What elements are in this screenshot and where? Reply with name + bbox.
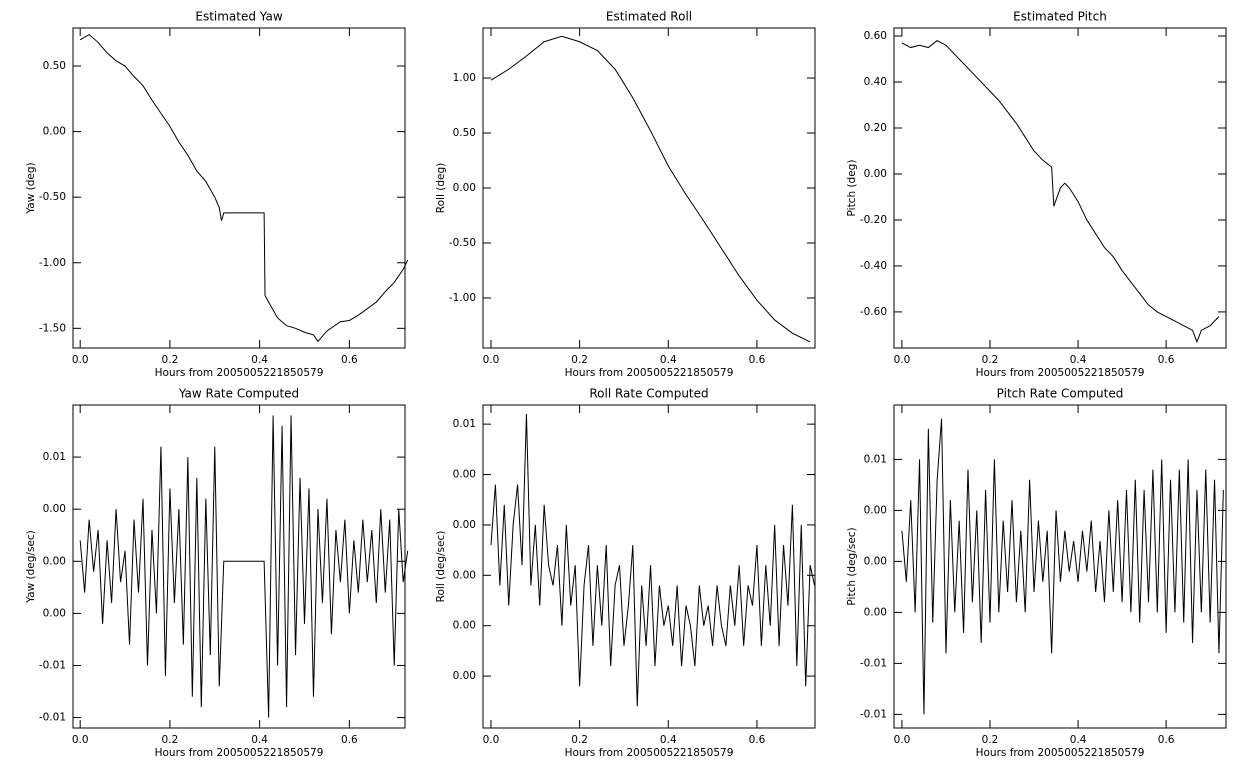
y-tick-label: -1.50 [39,322,66,334]
y-tick-label: -0.01 [39,659,66,671]
y-axis-label: Yaw (deg/sec) [25,530,37,604]
x-axis-label: Hours from 2005005221850579 [155,367,324,379]
x-tick-label: 0.0 [72,734,89,746]
y-tick-label: 0.50 [43,60,66,72]
y-axis-label: Yaw (deg) [25,162,37,214]
y-tick-label: -0.01 [860,708,887,720]
y-tick-label: 0.00 [453,569,476,581]
y-tick-label: 0.00 [43,607,66,619]
x-tick-label: 0.6 [341,734,358,746]
y-tick-label: 0.00 [453,182,476,194]
y-tick-label: -0.20 [860,214,887,226]
x-tick-label: 0.2 [571,354,588,366]
chart-title: Estimated Roll [606,10,692,24]
x-tick-label: 0.2 [982,734,999,746]
y-tick-label: 0.50 [453,127,476,139]
x-axis-label: Hours from 2005005221850579 [976,747,1145,759]
y-axis-label: Roll (deg/sec) [435,531,447,603]
plot-frame [893,27,1227,349]
y-tick-label: 0.00 [453,620,476,632]
data-line [490,414,816,707]
y-tick-label: 0.00 [864,606,887,618]
x-tick-label: 0.6 [341,354,358,366]
y-tick-label: 0.00 [864,168,887,180]
plot-frame [482,404,816,729]
x-tick-label: 0.2 [982,354,999,366]
x-tick-label: 0.2 [162,354,179,366]
data-line [490,35,811,343]
y-axis-label: Pitch (deg) [846,160,858,217]
x-tick-label: 0.0 [72,354,89,366]
y-tick-label: 0.00 [453,670,476,682]
chart-title: Estimated Pitch [1013,10,1107,24]
x-axis-label: Hours from 2005005221850579 [565,747,734,759]
x-tick-label: 0.6 [1158,354,1175,366]
y-tick-label: 1.00 [453,72,476,84]
y-tick-label: 0.40 [864,76,887,88]
y-tick-label: -1.00 [39,257,66,269]
x-tick-label: 0.4 [1070,734,1087,746]
data-line [79,415,409,718]
data-line [901,418,1224,715]
y-tick-label: 0.00 [43,555,66,567]
y-tick-label: -0.60 [860,306,887,318]
y-tick-label: -0.01 [39,712,66,724]
y-tick-label: 0.01 [864,453,887,465]
x-tick-label: 0.0 [894,354,911,366]
x-axis-label: Hours from 2005005221850579 [565,367,734,379]
y-tick-label: 0.00 [43,126,66,138]
data-line [901,40,1220,344]
y-tick-label: 0.60 [864,30,887,42]
x-tick-label: 0.0 [483,734,500,746]
x-tick-label: 0.4 [660,734,677,746]
x-tick-label: 0.4 [251,354,268,366]
y-tick-label: -0.40 [860,260,887,272]
x-tick-label: 0.6 [749,734,766,746]
y-tick-label: 0.01 [453,418,476,430]
y-tick-label: 0.00 [453,469,476,481]
y-tick-label: 0.00 [453,519,476,531]
y-tick-label: 0.20 [864,122,887,134]
y-tick-label: -0.01 [860,657,887,669]
x-tick-label: 0.6 [749,354,766,366]
y-tick-label: 0.01 [43,451,66,463]
x-tick-label: 0.0 [894,734,911,746]
y-tick-label: 0.00 [864,555,887,567]
y-tick-label: -1.00 [449,292,476,304]
x-axis-label: Hours from 2005005221850579 [976,367,1145,379]
chart-title: Pitch Rate Computed [997,387,1124,401]
x-tick-label: 0.2 [571,734,588,746]
plot-frame [893,404,1227,729]
y-tick-label: -0.50 [39,191,66,203]
x-tick-label: 0.2 [162,734,179,746]
x-tick-label: 0.4 [660,354,677,366]
y-tick-label: 0.00 [864,504,887,516]
x-axis-label: Hours from 2005005221850579 [155,747,324,759]
x-tick-label: 0.4 [1070,354,1087,366]
x-tick-label: 0.6 [1158,734,1175,746]
x-tick-label: 0.4 [251,734,268,746]
x-tick-label: 0.0 [483,354,500,366]
y-tick-label: -0.50 [449,237,476,249]
chart-title: Yaw Rate Computed [178,387,299,401]
plot-frame [72,27,406,349]
y-tick-label: 0.00 [43,503,66,515]
data-line [79,33,409,343]
chart-title: Estimated Yaw [195,10,282,24]
y-axis-label: Roll (deg) [435,163,447,213]
y-axis-label: Pitch (deg/sec) [846,527,858,605]
chart-title: Roll Rate Computed [589,387,708,401]
